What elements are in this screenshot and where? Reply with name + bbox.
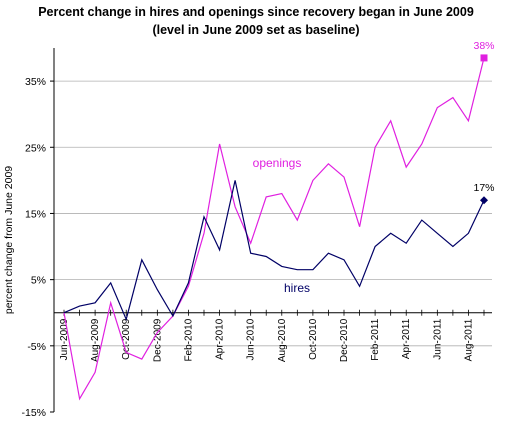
x-tick-label: Feb-2010 <box>183 318 194 361</box>
x-tick-label: Oct-2010 <box>308 318 319 360</box>
hires-series-label: hires <box>284 281 310 295</box>
x-tick-label: Apr-2010 <box>215 318 226 360</box>
hires-line <box>63 180 485 322</box>
x-tick-label: Apr-2011 <box>401 318 412 359</box>
chart-subtitle: (level in June 2009 set as baseline) <box>152 23 360 37</box>
y-axis-label: percent change from June 2009 <box>3 166 15 314</box>
y-tick-label: 35% <box>25 76 46 88</box>
x-tick-label: Dec-2009 <box>152 318 163 362</box>
y-tick-label: 15% <box>25 208 46 220</box>
x-tick-label: Aug-2011 <box>463 318 474 361</box>
openings-series-label: openings <box>253 156 302 170</box>
x-tick-label: Jun-2010 <box>246 318 257 360</box>
y-tick-label: 25% <box>25 142 46 154</box>
openings-end-label: 38% <box>473 40 494 52</box>
x-tick-label: Feb-2011 <box>370 318 381 361</box>
gridlines <box>54 80 492 347</box>
hires-end-label: 17% <box>473 182 494 194</box>
x-tick-label: Aug-2009 <box>90 318 101 362</box>
chart-labels: 38% 17% openings hires <box>253 40 495 295</box>
y-tick-label: -15% <box>21 407 46 419</box>
hires-end-marker <box>480 196 488 205</box>
openings-end-marker <box>480 54 488 62</box>
axes: -15% -5% 5% 15% 25% 35% Jun-2009 Aug-2009 Oct-20… <box>21 48 492 419</box>
x-tick-label: Jun-2011 <box>432 318 443 359</box>
chart-title: Percent change in hires and openings sin… <box>38 5 474 19</box>
x-tick-label: Aug-2010 <box>277 318 288 362</box>
y-tick-label: -5% <box>27 341 46 353</box>
x-tick-label: Dec-2010 <box>339 318 350 362</box>
y-tick-label: 5% <box>31 275 46 287</box>
x-tick-label: Jun-2009 <box>59 318 70 360</box>
x-tick-label: Oct-2009 <box>121 318 132 360</box>
series-lines <box>63 54 488 401</box>
openings-line <box>63 57 485 401</box>
